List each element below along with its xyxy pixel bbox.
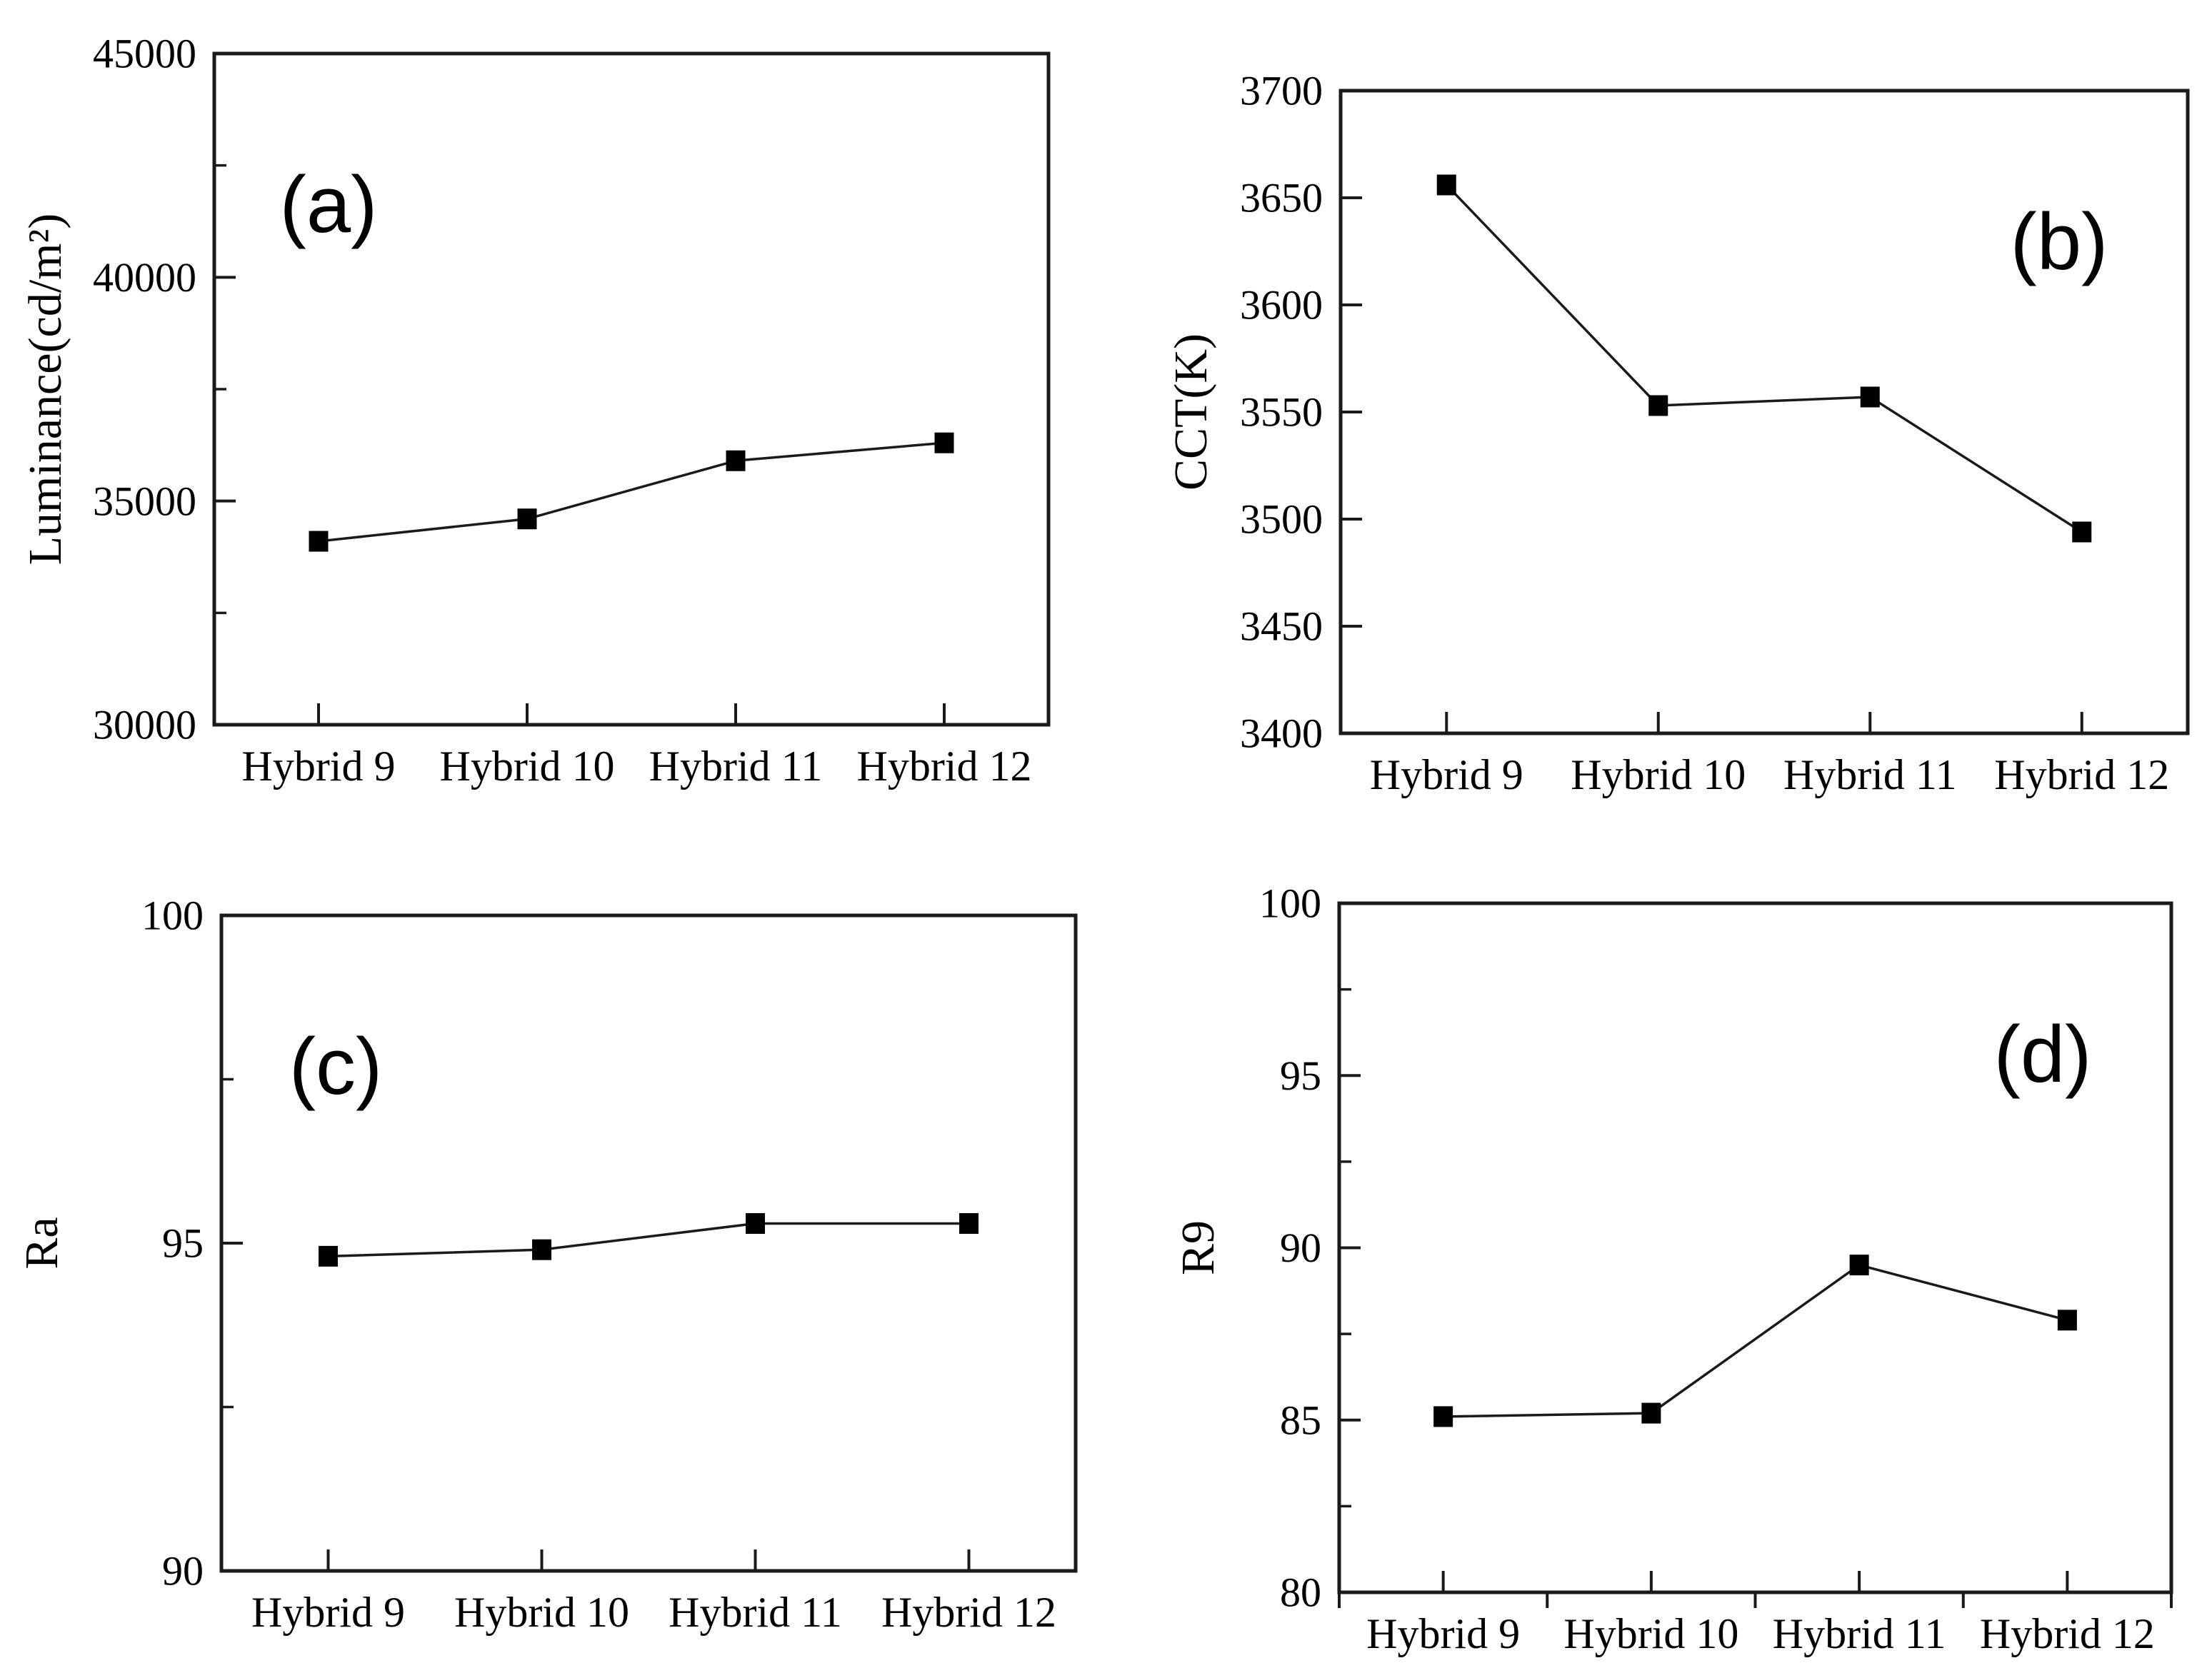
x-tick-label: Hybrid 12: [1994, 751, 2169, 798]
series-line: [1445, 184, 2083, 533]
y-axis-title: R9: [1172, 1220, 1224, 1275]
panel-c-ra: 90 95 100 Hybrid 9 Hybrid 10 Hybrid 11 Hybrid …: [0, 839, 1106, 1678]
data-point-marker: [517, 508, 537, 530]
panel-b-cct: 3400 3450 3500 3550 3600 3650 3700 Hybrid 9 Hybr…: [1106, 0, 2212, 839]
data-point-marker: [319, 1245, 338, 1267]
y-tick-label: 35000: [93, 478, 196, 524]
data-point-marker: [1648, 395, 1668, 416]
x-tick-label: Hybrid 12: [881, 1589, 1056, 1636]
x-tick-label: Hybrid 11: [669, 1589, 842, 1636]
y-tick-label: 100: [141, 893, 204, 939]
x-tick-label: Hybrid 9: [251, 1589, 405, 1636]
y-tick-label: 3650: [1240, 175, 1323, 221]
x-tick-label: Hybrid 12: [857, 743, 1032, 790]
x-tick-label: Hybrid 10: [1571, 751, 1746, 798]
data-point-marker: [1860, 386, 1880, 408]
y-tick-label: 3600: [1240, 282, 1323, 328]
panel-b-chart: 3400 3450 3500 3550 3600 3650 3700 Hybrid 9 Hybr…: [1165, 68, 2190, 798]
data-point-marker: [2057, 1310, 2077, 1331]
panel-c-chart: 90 95 100 Hybrid 9 Hybrid 10 Hybrid 11 Hybrid …: [16, 893, 1078, 1636]
y-tick-label: 100: [1259, 880, 1321, 927]
y-axis-title: CCT(K): [1165, 333, 1217, 491]
x-tick-label: Hybrid 11: [649, 743, 823, 790]
x-tick-label: Hybrid 10: [440, 743, 615, 790]
data-point-marker: [959, 1212, 979, 1234]
data-point-marker: [934, 432, 954, 453]
series-line: [318, 441, 945, 543]
y-tick-label: 3450: [1240, 603, 1323, 650]
data-point-marker: [2072, 521, 2092, 543]
panel-letter-label: (d): [1994, 1010, 2092, 1099]
y-tick-label: 95: [1280, 1052, 1321, 1099]
series-line: [328, 1222, 969, 1258]
data-point-marker: [746, 1212, 765, 1234]
data-point-marker: [1433, 1406, 1453, 1427]
x-tick-label: Hybrid 9: [1370, 751, 1523, 798]
data-point-marker: [1436, 174, 1456, 196]
panel-a-chart: 30000 35000 40000 45000 Hybrid 9 Hybrid 10 Hyb…: [19, 31, 1051, 790]
y-tick-label: 3400: [1240, 710, 1323, 757]
axis-box: [212, 51, 1051, 727]
y-tick-label: 40000: [93, 254, 196, 301]
y-axis-title: Luminance(cd/m²): [19, 213, 71, 566]
x-tick-label: Hybrid 12: [1980, 1610, 2155, 1657]
x-tick-label: Hybrid 9: [242, 743, 396, 790]
data-point-marker: [726, 450, 746, 471]
y-tick-label: 80: [1280, 1569, 1321, 1616]
y-tick-label: 3700: [1240, 68, 1323, 114]
y-tick-label: 3500: [1240, 496, 1323, 543]
data-point-marker: [1641, 1402, 1661, 1424]
x-tick-label: Hybrid 11: [1773, 1610, 1946, 1657]
panel-d-r9: 80 85 90 95 100 Hybrid 9 Hybrid 10 Hybrid 11 Hyb…: [1106, 839, 2212, 1678]
x-tick-label: Hybrid 9: [1366, 1610, 1520, 1657]
x-tick-label: Hybrid 10: [454, 1589, 629, 1636]
data-point-marker: [1849, 1255, 1869, 1276]
series-line: [1443, 1263, 2068, 1418]
panel-a-luminance: 30000 35000 40000 45000 Hybrid 9 Hybrid 10 Hyb…: [0, 0, 1106, 839]
axis-box: [219, 913, 1078, 1573]
x-tick-label: Hybrid 10: [1563, 1610, 1738, 1657]
y-tick-label: 85: [1280, 1397, 1321, 1443]
y-tick-label: 95: [162, 1220, 204, 1267]
data-point-marker: [309, 531, 329, 552]
axis-box: [1338, 89, 2190, 735]
panel-letter-label: (c): [289, 1022, 383, 1111]
y-tick-label: 90: [162, 1548, 204, 1594]
panel-letter-label: (a): [280, 160, 378, 249]
x-tick-label: Hybrid 11: [1783, 751, 1957, 798]
panel-letter-label: (b): [2011, 197, 2108, 286]
y-tick-label: 30000: [93, 702, 196, 748]
y-tick-label: 3550: [1240, 389, 1323, 436]
panel-d-chart: 80 85 90 95 100 Hybrid 9 Hybrid 10 Hybrid 11 Hyb…: [1172, 880, 2173, 1657]
axis-box: [1337, 901, 2173, 1594]
y-tick-label: 45000: [93, 31, 196, 77]
y-axis-title: Ra: [16, 1217, 68, 1269]
y-tick-label: 90: [1280, 1225, 1321, 1271]
data-point-marker: [532, 1239, 551, 1260]
